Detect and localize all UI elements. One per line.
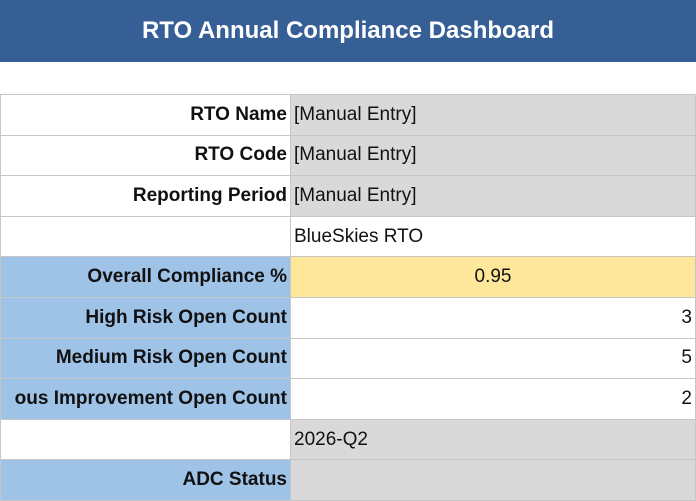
row-label [0, 215, 291, 258]
row-label: Medium Risk Open Count [0, 337, 291, 380]
row-label: RTO Code [0, 134, 291, 177]
row-value: BlueSkies RTO [290, 215, 696, 258]
row-value: 5 [290, 337, 696, 380]
row-value: 2026-Q2 [290, 418, 696, 461]
row-label: Reporting Period [0, 175, 291, 217]
row-label: Overall Compliance % [0, 256, 291, 298]
row-value: [Manual Entry] [290, 175, 696, 217]
row-value: 3 [290, 297, 696, 339]
row-label [0, 418, 291, 461]
row-label: ADC Status [0, 459, 291, 501]
row-value: [Manual Entry] [290, 94, 696, 136]
row-label: ous Improvement Open Count [0, 378, 291, 420]
row-value: 2 [290, 378, 696, 420]
row-value: 0.95 [290, 256, 696, 298]
row-value: [Manual Entry] [290, 134, 696, 177]
dashboard-title: RTO Annual Compliance Dashboard [0, 0, 696, 62]
row-label: High Risk Open Count [0, 297, 291, 339]
row-value [290, 459, 696, 501]
row-label: RTO Name [0, 94, 291, 136]
